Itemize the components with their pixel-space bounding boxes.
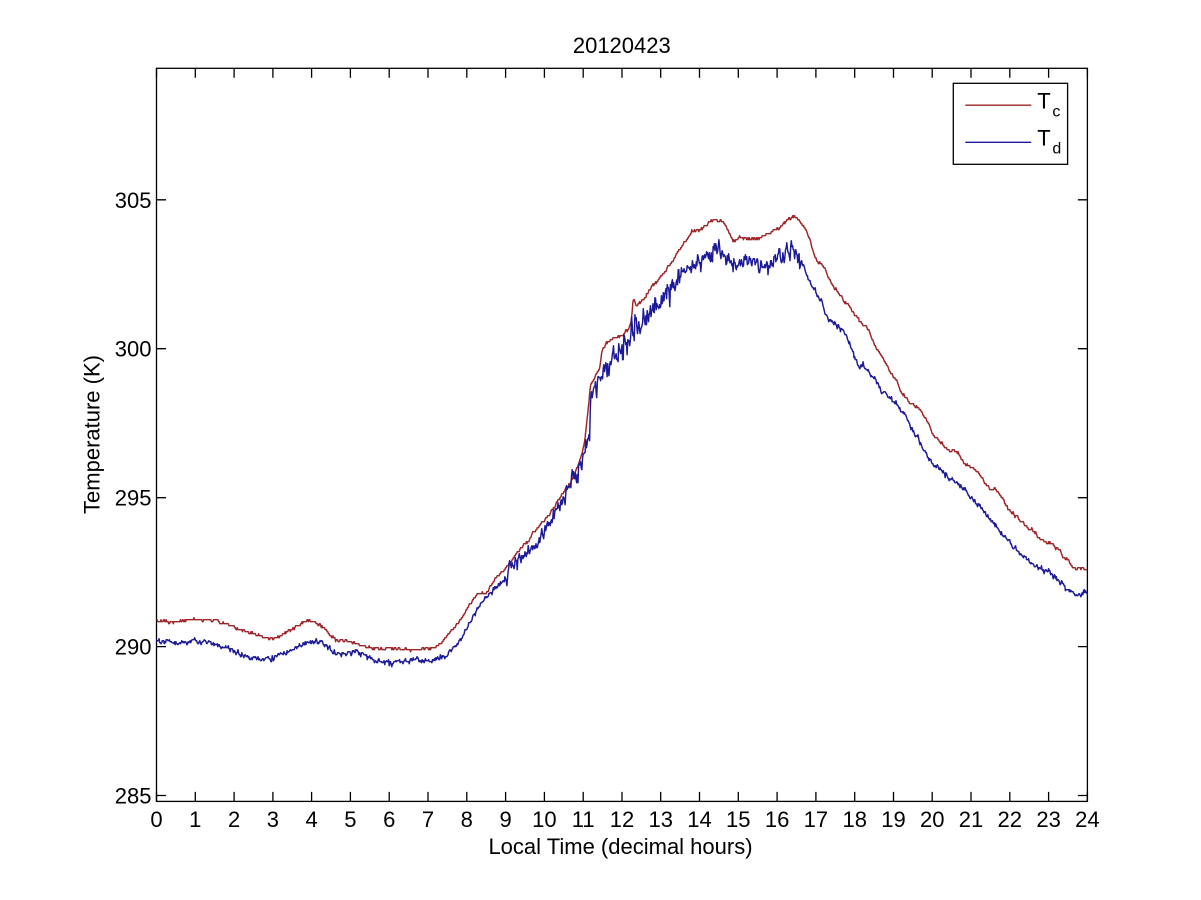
svg-text:24: 24 — [1075, 807, 1099, 832]
svg-text:10: 10 — [532, 807, 556, 832]
svg-text:5: 5 — [344, 807, 356, 832]
svg-text:T: T — [1037, 126, 1050, 151]
svg-text:21: 21 — [959, 807, 983, 832]
svg-text:18: 18 — [842, 807, 866, 832]
svg-text:8: 8 — [461, 807, 473, 832]
svg-text:T: T — [1037, 89, 1050, 114]
svg-text:305: 305 — [115, 188, 152, 213]
svg-text:d: d — [1052, 141, 1061, 158]
svg-text:3: 3 — [267, 807, 279, 832]
svg-text:Temperature (K): Temperature (K) — [80, 355, 105, 514]
svg-text:7: 7 — [422, 807, 434, 832]
svg-text:2: 2 — [228, 807, 240, 832]
svg-text:22: 22 — [998, 807, 1022, 832]
svg-text:13: 13 — [648, 807, 672, 832]
svg-text:295: 295 — [115, 486, 152, 511]
svg-text:11: 11 — [572, 807, 595, 832]
svg-text:285: 285 — [115, 784, 152, 809]
svg-text:16: 16 — [765, 807, 789, 832]
svg-text:1: 1 — [189, 807, 201, 832]
svg-text:20: 20 — [920, 807, 944, 832]
svg-text:0: 0 — [150, 807, 162, 832]
svg-text:12: 12 — [610, 807, 634, 832]
svg-text:9: 9 — [499, 807, 511, 832]
svg-text:6: 6 — [383, 807, 395, 832]
svg-text:23: 23 — [1036, 807, 1060, 832]
svg-text:290: 290 — [115, 635, 152, 660]
svg-text:15: 15 — [726, 807, 750, 832]
svg-text:c: c — [1052, 104, 1060, 121]
svg-text:Local Time (decimal hours): Local Time (decimal hours) — [488, 834, 752, 859]
svg-text:20120423: 20120423 — [573, 33, 671, 58]
svg-text:17: 17 — [804, 807, 828, 832]
svg-text:19: 19 — [881, 807, 905, 832]
svg-text:4: 4 — [305, 807, 317, 832]
svg-text:14: 14 — [687, 807, 711, 832]
svg-text:300: 300 — [115, 337, 152, 362]
